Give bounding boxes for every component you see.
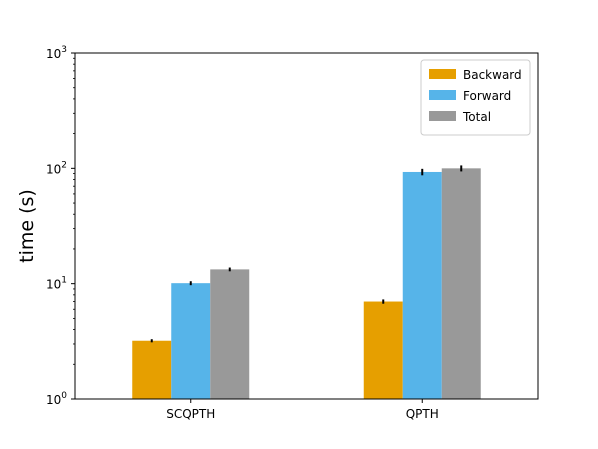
error-bars (150, 165, 463, 343)
legend-swatch-total (429, 111, 456, 121)
legend-swatch-forward (429, 90, 456, 100)
bar-total-qpth (441, 168, 481, 399)
legend-label-total: Total (462, 110, 491, 124)
legend-label-forward: Forward (463, 89, 511, 103)
y-axis: 100 101 102 103 (46, 45, 75, 407)
y-tick-label: 102 (46, 160, 67, 176)
bar-forward-scqpth (171, 283, 211, 399)
x-axis: SCQPTH QPTH (166, 399, 439, 421)
bar-backward-scqpth (132, 340, 172, 399)
y-tick-label: 100 (46, 391, 67, 407)
bar-backward-qpth (363, 301, 403, 399)
axes-frame (74, 52, 539, 400)
legend: Backward Forward Total (420, 59, 531, 136)
y-tick-label: 103 (46, 45, 67, 61)
bar-forward-qpth (402, 171, 442, 399)
bar-total-scqpth (210, 269, 250, 399)
x-tick-label: QPTH (406, 407, 439, 421)
legend-label-backward: Backward (463, 68, 522, 82)
legend-swatch-backward (429, 69, 456, 79)
x-tick-label: SCQPTH (166, 407, 215, 421)
bars (132, 168, 481, 399)
y-tick-label: 101 (46, 276, 67, 292)
y-axis-title: time (s) (16, 189, 38, 263)
